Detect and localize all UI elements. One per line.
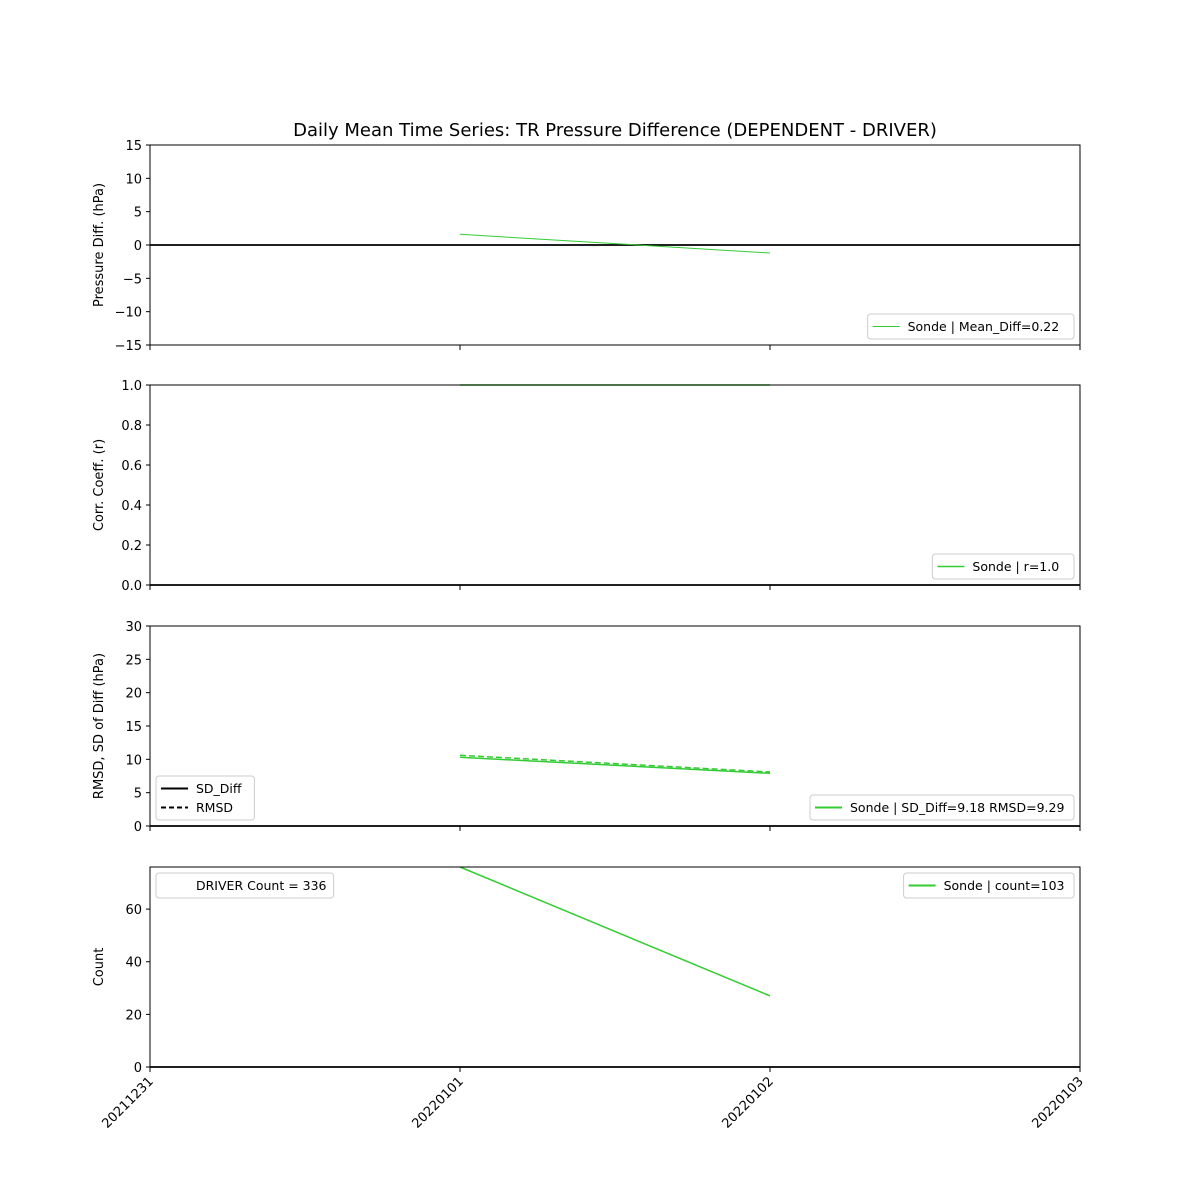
legend-label: Sonde | SD_Diff=9.18 RMSD=9.29 xyxy=(850,800,1064,815)
legend-label: DRIVER Count = 336 xyxy=(196,878,327,893)
legend-label: RMSD xyxy=(196,800,233,815)
y-axis-label: Corr. Coeff. (r) xyxy=(92,439,107,531)
y-tick-label: 1.0 xyxy=(121,379,142,394)
legend-box xyxy=(867,313,1075,340)
y-tick-label: 0 xyxy=(134,1061,142,1076)
legend: Sonde | SD_Diff=9.18 RMSD=9.29 xyxy=(809,794,1075,821)
axes-frame xyxy=(149,866,1081,1068)
y-tick-label: 15 xyxy=(125,720,142,735)
legend-label: SD_Diff xyxy=(196,781,242,796)
y-tick-label: 40 xyxy=(125,956,142,971)
legend: DRIVER Count = 336 xyxy=(155,872,335,899)
y-tick-label: 20 xyxy=(125,687,142,702)
y-tick-label: 0.0 xyxy=(121,579,142,594)
y-tick-label: 0 xyxy=(134,820,142,835)
series-line-1 xyxy=(459,756,771,775)
y-axis-label: Count xyxy=(92,948,107,987)
y-tick-label: −10 xyxy=(115,306,142,321)
y-tick-label: 0.8 xyxy=(121,419,142,434)
panel-2: 0.0 0.2 0.4 0.6 0.8 1.0 Corr. Coeff. (r) Sonde … xyxy=(92,379,1081,594)
y-axis-label: RMSD, SD of Diff (hPa) xyxy=(92,653,107,799)
series-line-1 xyxy=(459,233,771,254)
y-tick-label: −5 xyxy=(123,272,142,287)
series-line-2 xyxy=(459,754,771,773)
y-tick-label: 0.6 xyxy=(121,459,142,474)
axes-frame xyxy=(149,384,1081,586)
legend-label: Sonde | r=1.0 xyxy=(972,559,1059,574)
legend: Sonde | r=1.0 xyxy=(931,553,1075,580)
y-tick-label: −15 xyxy=(115,339,142,354)
y-tick-label: 25 xyxy=(125,653,142,668)
legend-box xyxy=(155,775,255,821)
y-tick-label: 20 xyxy=(125,1008,142,1023)
legend-label: Sonde | count=103 xyxy=(944,878,1065,893)
y-tick-label: 0.2 xyxy=(121,539,142,554)
legend-box xyxy=(155,872,335,899)
y-axis-label: Pressure Diff. (hPa) xyxy=(92,183,107,307)
y-tick-label: 5 xyxy=(134,787,142,802)
legend-label: Sonde | Mean_Diff=0.22 xyxy=(908,319,1060,334)
y-tick-label: 10 xyxy=(125,753,142,768)
y-tick-label: 0 xyxy=(134,239,142,254)
legend: SD_Diff RMSD xyxy=(155,775,255,821)
series-line-1 xyxy=(459,866,771,997)
y-tick-label: 0.4 xyxy=(121,499,142,514)
y-tick-label: 5 xyxy=(134,206,142,221)
panel-1: −15 −10 −5 0 5 10 15 Pressure Diff. (hPa) Sonde … xyxy=(92,139,1081,354)
y-tick-label: 15 xyxy=(125,139,142,154)
y-tick-label: 10 xyxy=(125,172,142,187)
legend-box xyxy=(931,553,1075,580)
y-tick-label: 30 xyxy=(125,620,142,635)
legend: Sonde | Mean_Diff=0.22 xyxy=(867,313,1075,340)
chart-title: Daily Mean Time Series: TR Pressure Diff… xyxy=(293,120,937,141)
y-tick-label: 60 xyxy=(125,903,142,918)
legend-box xyxy=(809,794,1075,821)
legend: Sonde | count=103 xyxy=(903,872,1075,899)
legend-box xyxy=(903,872,1075,899)
panel-3: 0 5 10 15 20 25 30 RMSD, SD of Diff (hPa) SD_Dif… xyxy=(92,620,1081,835)
